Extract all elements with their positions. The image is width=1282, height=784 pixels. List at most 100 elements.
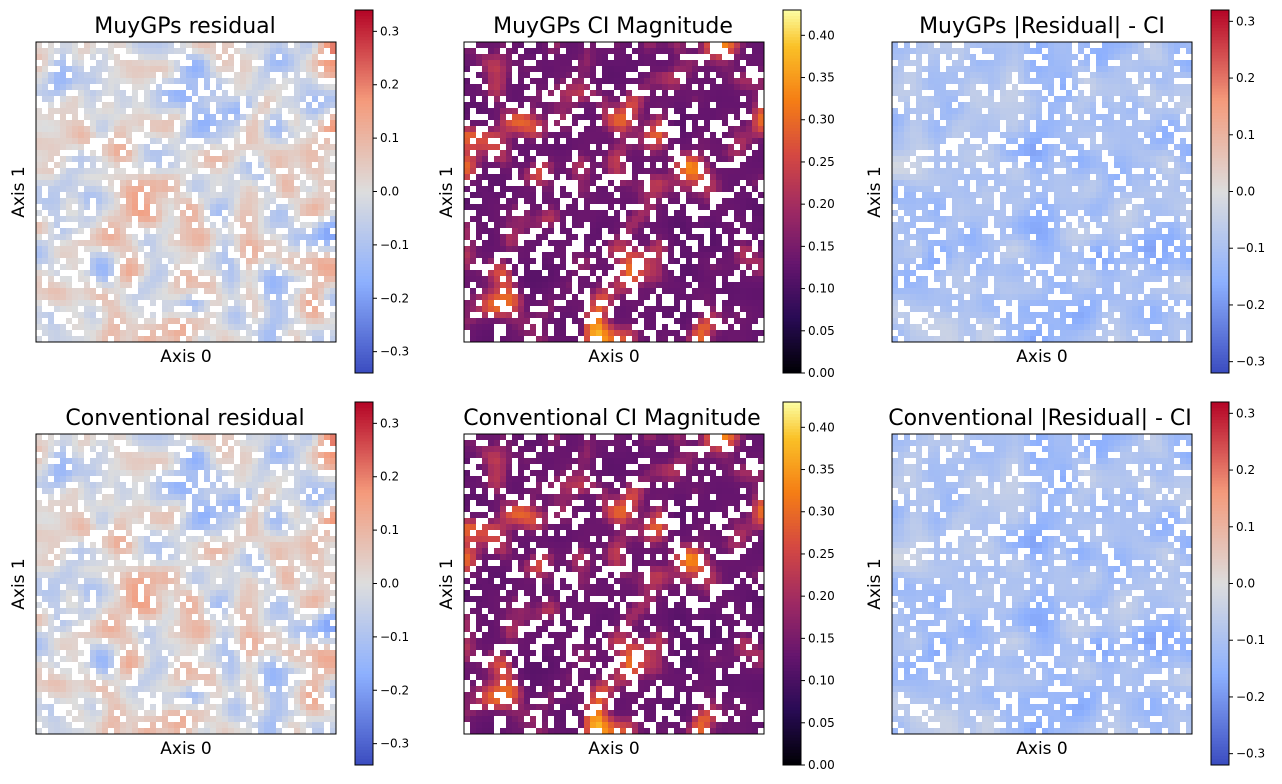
heatmap-cell [662, 294, 668, 300]
heatmap-cell [150, 270, 156, 276]
heatmap-cell [330, 48, 336, 54]
heatmap-cell [72, 180, 78, 186]
heatmap-cell [560, 264, 566, 270]
heatmap-cell [752, 228, 758, 234]
heatmap-cell [288, 306, 294, 312]
heatmap-cell [312, 234, 318, 240]
heatmap-cell [192, 270, 198, 276]
heatmap-cell [686, 252, 692, 258]
heatmap-cell [126, 234, 132, 240]
heatmap-cell [72, 306, 78, 312]
heatmap-cell [174, 318, 180, 324]
heatmap-cell [276, 186, 282, 192]
heatmap-cell [294, 48, 300, 54]
heatmap-cell [506, 288, 512, 294]
heatmap-cell [300, 264, 306, 270]
heatmap-cell [524, 78, 530, 84]
heatmap-cell [96, 324, 102, 330]
heatmap-cell [626, 318, 632, 324]
heatmap-cell [306, 192, 312, 198]
heatmap-cell [758, 144, 764, 150]
heatmap-cell [524, 216, 530, 222]
heatmap-cell [518, 294, 524, 300]
heatmap-cell [752, 102, 758, 108]
heatmap-cell [222, 330, 228, 336]
heatmap-cell [192, 108, 198, 114]
heatmap-cell [294, 198, 300, 204]
heatmap-cell [758, 72, 764, 78]
heatmap-cell [180, 114, 186, 120]
heatmap-cell [294, 90, 300, 96]
heatmap-cell [108, 192, 114, 198]
heatmap-cell [758, 210, 764, 216]
heatmap-cell [162, 294, 168, 300]
heatmap-cell [638, 60, 644, 66]
heatmap-cell [650, 252, 656, 258]
heatmap-cell [162, 126, 168, 132]
heatmap-cell [210, 54, 216, 60]
heatmap-cell [512, 318, 518, 324]
heatmap-cell [584, 96, 590, 102]
heatmap-cell [192, 72, 198, 78]
heatmap-cell [518, 246, 524, 252]
heatmap-cell [728, 288, 734, 294]
heatmap-cell [542, 222, 548, 228]
heatmap-cell [216, 90, 222, 96]
heatmap-cell [698, 198, 704, 204]
heatmap-cell [246, 300, 252, 306]
heatmap-cell [698, 120, 704, 126]
heatmap-cell [536, 150, 542, 156]
heatmap-cell [752, 252, 758, 258]
heatmap-cell [554, 42, 560, 48]
heatmap-cell [560, 174, 566, 180]
heatmap-cell [36, 90, 42, 96]
heatmap-cell [246, 42, 252, 48]
heatmap-cell [162, 78, 168, 84]
heatmap-cell [210, 162, 216, 168]
heatmap-cell [584, 294, 590, 300]
heatmap-cell [476, 210, 482, 216]
heatmap-cell [494, 168, 500, 174]
heatmap-cell [108, 114, 114, 120]
heatmap-cell [638, 48, 644, 54]
heatmap-cell [180, 258, 186, 264]
heatmap-cell [114, 54, 120, 60]
heatmap-cell [536, 48, 542, 54]
heatmap-cell [222, 276, 228, 282]
heatmap-cell [500, 264, 506, 270]
heatmap-cell [48, 282, 54, 288]
heatmap-cell [96, 120, 102, 126]
heatmap-cell [138, 252, 144, 258]
heatmap-cell [584, 288, 590, 294]
heatmap-cell [698, 180, 704, 186]
heatmap-cell [548, 180, 554, 186]
heatmap-cell [246, 60, 252, 66]
heatmap-cell [96, 42, 102, 48]
heatmap-cell [608, 54, 614, 60]
heatmap-cell [60, 138, 66, 144]
heatmap-cell [524, 186, 530, 192]
heatmap-cell [524, 240, 530, 246]
heatmap-cell [644, 174, 650, 180]
heatmap-cell [42, 276, 48, 282]
heatmap-cell [48, 264, 54, 270]
heatmap-cell [524, 234, 530, 240]
heatmap-cell [506, 306, 512, 312]
heatmap-cell [228, 126, 234, 132]
heatmap-cell [464, 162, 470, 168]
heatmap-cell [108, 282, 114, 288]
heatmap-cell [222, 306, 228, 312]
colorbar-segment [355, 137, 373, 141]
heatmap-cell [536, 198, 542, 204]
heatmap-cell [572, 234, 578, 240]
heatmap-cell [686, 78, 692, 84]
heatmap-cell [96, 54, 102, 60]
heatmap-cell [560, 276, 566, 282]
heatmap-cell [288, 330, 294, 336]
heatmap-cell [240, 288, 246, 294]
heatmap-cell [96, 204, 102, 210]
heatmap-cell [324, 330, 330, 336]
colorbar-segment [355, 16, 373, 20]
heatmap-cell [330, 204, 336, 210]
heatmap-cell [560, 120, 566, 126]
